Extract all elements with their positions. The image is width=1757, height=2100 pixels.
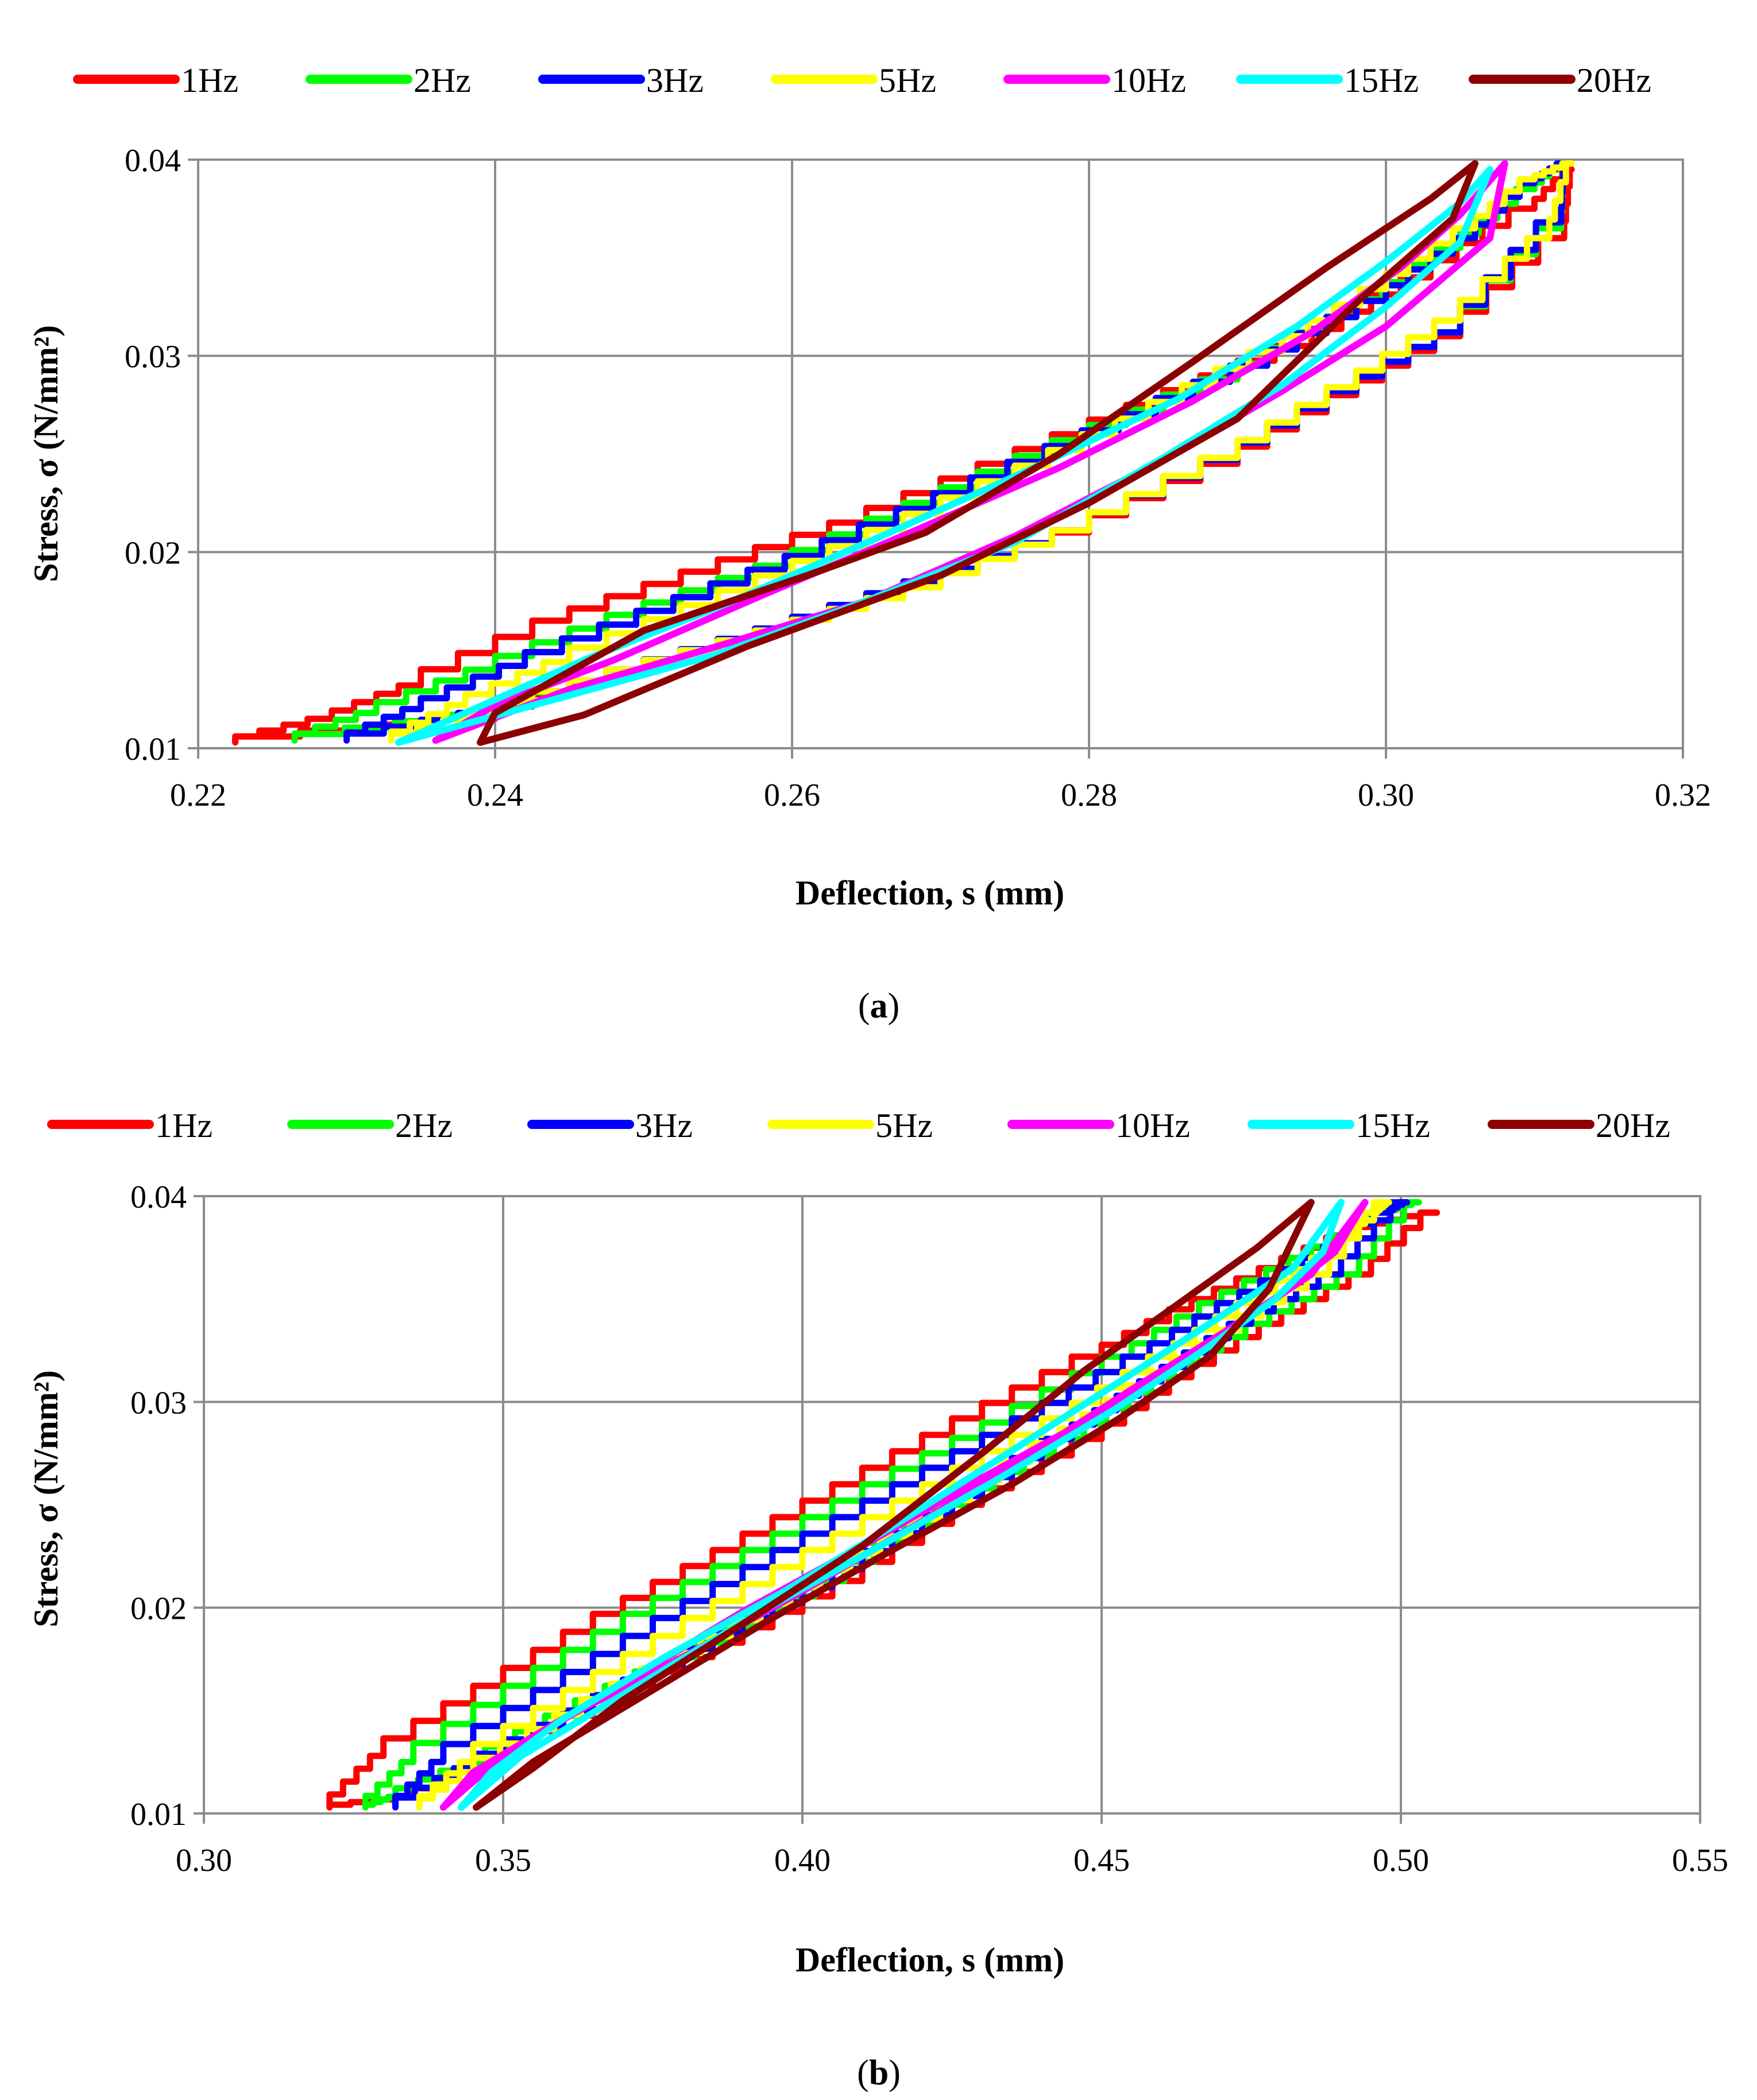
- x-tick-label-b-1: 0.35: [475, 1843, 531, 1878]
- panel-label-b-text: b: [869, 2053, 889, 2093]
- legend-label-2hz-a: 2Hz: [414, 61, 471, 99]
- chart-panel-b: 1Hz 2Hz 3Hz 5Hz 10Hz 15Hz 20Hz 0.010.020.030.0…: [27, 1107, 1728, 2093]
- x-tick-label-a-5: 0.32: [1655, 778, 1711, 813]
- series-group-b: [326, 1198, 1440, 1811]
- series-15hz-unloading-b: [458, 1198, 1345, 1811]
- legend-item-5hz-a: 5Hz: [771, 61, 936, 99]
- legend-item-2hz-b: 2Hz: [287, 1107, 453, 1144]
- x-tick-label-b-2: 0.40: [774, 1843, 831, 1878]
- legend-item-5hz-b: 5Hz: [767, 1107, 933, 1144]
- legend-label-1hz-a: 1Hz: [181, 61, 238, 99]
- x-ticks-a: 0.22 0.24 0.26 0.28 0.30 0.32: [170, 778, 1711, 813]
- legend-label-10hz-a: 10Hz: [1111, 61, 1186, 99]
- y-ticks-a: 0.01 0.02 0.03 0.04: [125, 143, 181, 767]
- y-tick-label-a-2: 0.03: [125, 339, 181, 375]
- legend-item-20hz-b: 20Hz: [1488, 1107, 1670, 1144]
- x-tick-label-a-2: 0.26: [764, 778, 820, 813]
- panel-label-a: (a): [858, 987, 899, 1026]
- legend-label-15hz-a: 15Hz: [1344, 61, 1419, 99]
- legend-item-15hz-a: 15Hz: [1236, 61, 1419, 99]
- legend-label-3hz-a: 3Hz: [646, 61, 704, 99]
- legend-item-15hz-b: 15Hz: [1248, 1107, 1430, 1144]
- x-tick-label-b-4: 0.50: [1373, 1843, 1429, 1878]
- panel-label-a-text: a: [870, 987, 888, 1026]
- x-tick-label-b-0: 0.30: [176, 1843, 232, 1878]
- legend-label-20hz-b: 20Hz: [1596, 1107, 1670, 1144]
- y-tick-label-a-1: 0.02: [125, 535, 181, 571]
- panel-label-b: (b): [857, 2053, 901, 2093]
- legend-label-5hz-a: 5Hz: [879, 61, 936, 99]
- y-tick-label-b-0: 0.01: [130, 1797, 187, 1832]
- series-15hz-loading-b: [458, 1198, 1345, 1811]
- legend-item-1hz-a: 1Hz: [73, 61, 238, 99]
- legend-label-2hz-b: 2Hz: [395, 1107, 453, 1144]
- legend-item-20hz-a: 20Hz: [1469, 61, 1651, 99]
- chart-panel-a: 1Hz 2Hz 3Hz 5Hz 10Hz 15Hz 20Hz 0.010.020.030.0…: [27, 61, 1711, 1026]
- x-axis-title-a: Deflection, s (mm): [796, 874, 1064, 912]
- legend-item-2hz-a: 2Hz: [306, 61, 471, 99]
- legend-a: 1Hz 2Hz 3Hz 5Hz 10Hz 15Hz 20Hz: [73, 61, 1651, 99]
- y-ticks-b: 0.01 0.02 0.03 0.04: [130, 1179, 187, 1832]
- series-20hz-unloading-b: [473, 1198, 1315, 1811]
- y-tick-label-b-3: 0.04: [130, 1179, 187, 1215]
- legend-b: 1Hz 2Hz 3Hz 5Hz 10Hz 15Hz 20Hz: [47, 1107, 1670, 1144]
- legend-item-10hz-a: 10Hz: [1003, 61, 1186, 99]
- x-tick-label-a-4: 0.30: [1358, 778, 1414, 813]
- y-tick-label-a-3: 0.04: [125, 143, 181, 179]
- y-tick-label-a-0: 0.01: [125, 732, 181, 767]
- legend-item-10hz-b: 10Hz: [1007, 1107, 1190, 1144]
- series-group-a: [232, 160, 1575, 746]
- x-tick-label-b-5: 0.55: [1672, 1843, 1728, 1878]
- y-tick-label-b-2: 0.03: [130, 1385, 187, 1421]
- legend-label-15hz-b: 15Hz: [1356, 1107, 1430, 1144]
- series-5hz-unloading-a: [388, 160, 1575, 744]
- series-20hz-loading-a: [477, 160, 1479, 746]
- x-ticks-b: 0.30 0.35 0.40 0.45 0.50 0.55: [176, 1843, 1728, 1878]
- x-axis-title-b: Deflection, s (mm): [796, 1941, 1064, 1979]
- legend-item-1hz-b: 1Hz: [47, 1107, 213, 1144]
- grid-b: [194, 1195, 1701, 1824]
- legend-label-1hz-b: 1Hz: [155, 1107, 213, 1144]
- x-tick-label-a-1: 0.24: [467, 778, 523, 813]
- legend-item-3hz-a: 3Hz: [538, 61, 704, 99]
- x-tick-label-a-3: 0.28: [1061, 778, 1117, 813]
- legend-label-5hz-b: 5Hz: [875, 1107, 933, 1144]
- y-axis-title-b: Stress, σ (N/mm²): [27, 1370, 65, 1627]
- legend-label-3hz-b: 3Hz: [635, 1107, 693, 1144]
- series-5hz-loading-a: [388, 160, 1575, 744]
- series-20hz-unloading-a: [477, 160, 1479, 746]
- legend-item-3hz-b: 3Hz: [527, 1107, 693, 1144]
- x-tick-label-b-3: 0.45: [1073, 1843, 1130, 1878]
- legend-label-10hz-b: 10Hz: [1115, 1107, 1190, 1144]
- y-tick-label-b-1: 0.02: [130, 1591, 187, 1627]
- legend-label-20hz-a: 20Hz: [1577, 61, 1651, 99]
- y-axis-title-a: Stress, σ (N/mm²): [27, 325, 65, 582]
- x-tick-label-a-0: 0.22: [170, 778, 226, 813]
